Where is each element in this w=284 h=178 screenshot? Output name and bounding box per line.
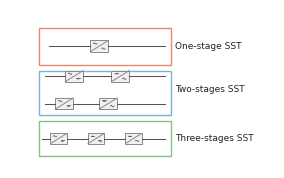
Bar <box>99 98 117 109</box>
Bar <box>125 133 142 144</box>
Bar <box>88 133 104 144</box>
Bar <box>111 70 129 82</box>
Text: One-stage SST: One-stage SST <box>175 41 242 51</box>
Bar <box>55 98 73 109</box>
Text: Two-stages SST: Two-stages SST <box>175 85 245 94</box>
FancyBboxPatch shape <box>39 121 171 156</box>
FancyBboxPatch shape <box>39 71 171 115</box>
Bar <box>65 70 83 82</box>
FancyBboxPatch shape <box>39 28 171 65</box>
Text: Three-stages SST: Three-stages SST <box>175 134 254 143</box>
Bar <box>90 40 108 52</box>
Bar <box>50 133 67 144</box>
